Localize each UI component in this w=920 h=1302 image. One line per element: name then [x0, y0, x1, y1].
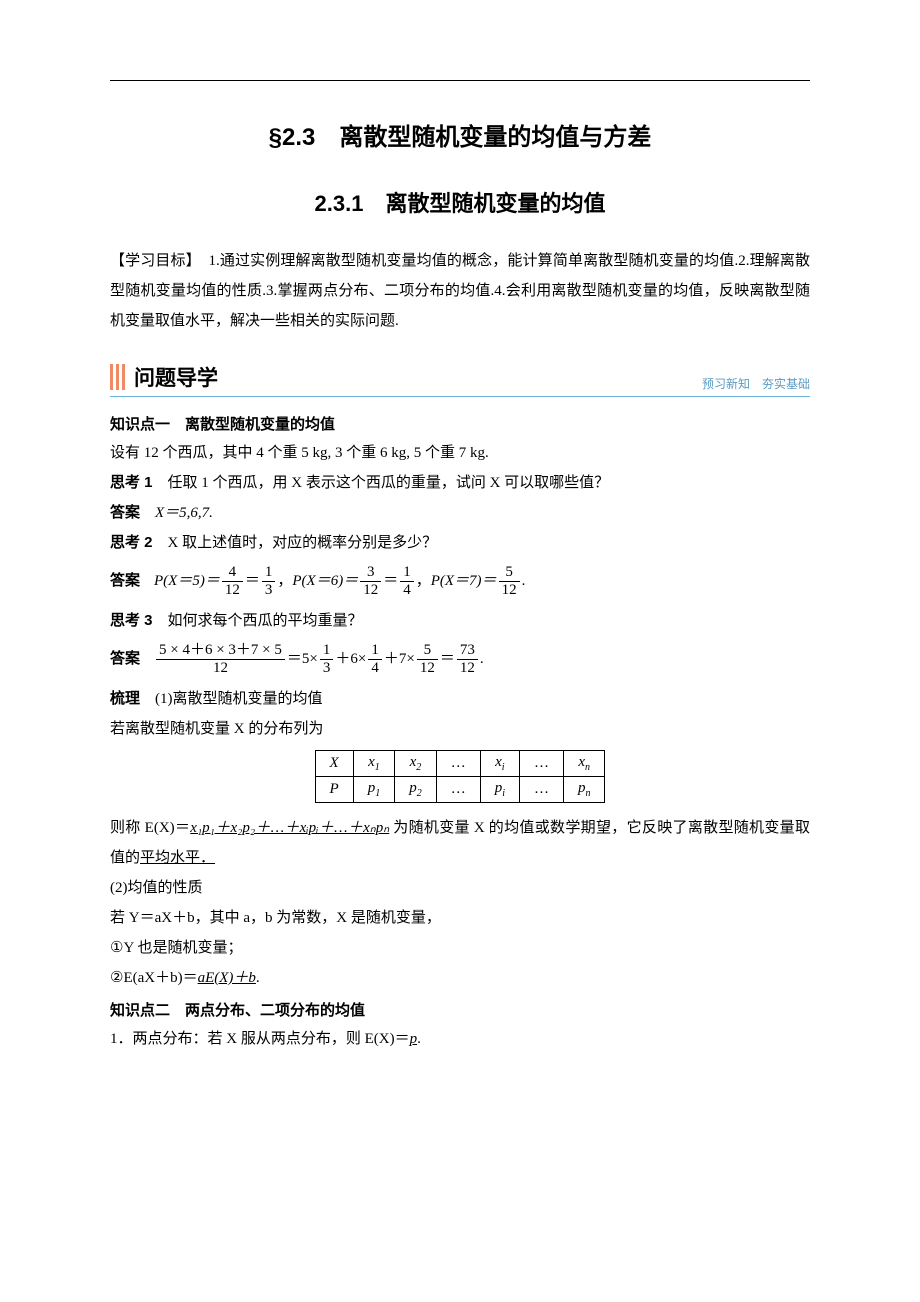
kp2-line1: 1．两点分布：若 X 服从两点分布，则 E(X)＝p. [110, 1024, 810, 1054]
ex-def-post2: 平均水平． [140, 850, 215, 866]
eq2: ＝ [383, 569, 398, 593]
think1-label: 思考 1 [110, 474, 153, 491]
ex-def-formula: x₁p₁＋x₂p₂＋…＋xᵢpᵢ＋…＋xₙpₙ [190, 820, 389, 836]
kp1-setup: 设有 12 个西瓜，其中 4 个重 5 kg, 3 个重 6 kg, 5 个重 … [110, 438, 810, 468]
eq1: ＝ [245, 569, 260, 593]
plus1: ＋6× [335, 647, 366, 671]
cell-P: P [315, 777, 353, 803]
cell-pi: pi [480, 777, 519, 803]
ans2-p7: P(X＝7)＝ [431, 569, 497, 593]
frac-p6a: 312 [360, 564, 381, 598]
table-row: P p1 p2 … pi … pn [315, 777, 605, 803]
ans3-label: 答案 [110, 647, 140, 671]
comb1-text: (1)离散型随机变量的均值 [140, 691, 323, 707]
frac-p6b: 14 [400, 564, 414, 598]
top-rule [110, 80, 810, 81]
comma2: ， [416, 569, 431, 593]
title-sub: 2.3.1 离散型随机变量的均值 [110, 186, 810, 218]
cell-dots2: … [519, 751, 563, 777]
frac-p5a: 412 [222, 564, 243, 598]
table-row: X x1 x2 … xi … xn [315, 751, 605, 777]
kp2-title: 知识点二 两点分布、二项分布的均值 [110, 999, 810, 1020]
kp2-line1-post: . [417, 1031, 421, 1047]
think1-text: 任取 1 个西瓜，用 X 表示这个西瓜的重量，试问 X 可以取哪些值？ [153, 475, 610, 491]
cell-dots1: … [436, 751, 480, 777]
period1: . [522, 569, 526, 593]
ex-definition: 则称 E(X)＝x₁p₁＋x₂p₂＋…＋xᵢpᵢ＋…＋xₙpₙ 为随机变量 X … [110, 813, 810, 873]
prop-line3-formula: aE(X)＋b [198, 970, 256, 986]
frac-big: 5 × 4＋6 × 3＋7 × 512 [156, 642, 285, 676]
distribution-table: X x1 x2 … xi … xn P p1 p2 … pi … pn [315, 750, 606, 803]
cell-x2: x2 [395, 751, 437, 777]
prop-line3-pre: ②E(aX＋b)＝ [110, 970, 198, 986]
plus2: ＋7× [384, 647, 415, 671]
think1: 思考 1 任取 1 个西瓜，用 X 表示这个西瓜的重量，试问 X 可以取哪些值？ [110, 468, 810, 498]
think2-label: 思考 2 [110, 534, 153, 551]
prop-line3: ②E(aX＋b)＝aE(X)＋b. [110, 963, 810, 993]
think3-label: 思考 3 [110, 612, 153, 629]
comb1: 梳理 (1)离散型随机变量的均值 [110, 684, 810, 714]
eq4: ＝ [440, 647, 455, 671]
kp2-line1-formula: p [410, 1031, 418, 1047]
prop-line3-post: . [256, 970, 260, 986]
frac-f1: 13 [320, 642, 334, 676]
ans1: 答案 X＝5,6,7. [110, 498, 810, 528]
section-bar: 问题导学 预习新知 夯实基础 [110, 362, 810, 397]
prop-line1: 若 Y＝aX＋b，其中 a，b 为常数，X 是随机变量， [110, 903, 810, 933]
kp2-line1-pre: 1．两点分布：若 X 服从两点分布，则 E(X)＝ [110, 1031, 410, 1047]
think3-text: 如何求每个西瓜的平均重量？ [153, 613, 363, 629]
ans1-label: 答案 [110, 504, 140, 521]
cell-xi: xi [480, 751, 519, 777]
frac-p5b: 13 [262, 564, 276, 598]
section-bar-left: 问题导学 [110, 362, 218, 396]
ex-def-pre: 则称 E(X)＝ [110, 820, 190, 836]
comma1: ， [277, 569, 292, 593]
ans2-line: 答案 P(X＝5)＝ 412 ＝ 13 ， P(X＝6)＝ 312 ＝ 14 ，… [110, 564, 810, 598]
frac-p7: 512 [499, 564, 520, 598]
ans2-p5: P(X＝5)＝ [154, 569, 220, 593]
think2-text: X 取上述值时，对应的概率分别是多少？ [153, 535, 438, 551]
prop-head: (2)均值的性质 [110, 873, 810, 903]
frac-f3: 512 [417, 642, 438, 676]
ans3-line: 答案 5 × 4＋6 × 3＋7 × 512 ＝5× 13 ＋6× 14 ＋7×… [110, 642, 810, 676]
cell-X: X [315, 751, 353, 777]
section-bar-title: 问题导学 [134, 362, 218, 392]
cell-x1: x1 [353, 751, 395, 777]
cell-dots3: … [436, 777, 480, 803]
comb1-line2: 若离散型随机变量 X 的分布列为 [110, 714, 810, 744]
period2: . [480, 647, 484, 671]
learning-objective: 【学习目标】 1.通过实例理解离散型随机变量均值的概念，能计算简单离散型随机变量… [110, 246, 810, 336]
stripes-icon [110, 364, 126, 390]
section-bar-right: 预习新知 夯实基础 [702, 375, 810, 396]
ans1-text: X＝5,6,7. [140, 505, 213, 521]
title-main: §2.3 离散型随机变量的均值与方差 [110, 117, 810, 152]
ans2-label: 答案 [110, 569, 140, 593]
cell-p1: p1 [353, 777, 395, 803]
frac-res: 7312 [457, 642, 478, 676]
eq3: ＝5× [287, 647, 318, 671]
cell-dots4: … [519, 777, 563, 803]
ans2-p6: P(X＝6)＝ [292, 569, 358, 593]
comb-label: 梳理 [110, 690, 140, 707]
cell-xn: xn [563, 751, 605, 777]
cell-pn: pn [563, 777, 605, 803]
frac-f2: 14 [368, 642, 382, 676]
think3: 思考 3 如何求每个西瓜的平均重量？ [110, 606, 810, 636]
think2: 思考 2 X 取上述值时，对应的概率分别是多少？ [110, 528, 810, 558]
cell-p2: p2 [395, 777, 437, 803]
kp1-title: 知识点一 离散型随机变量的均值 [110, 413, 810, 434]
prop-line2: ①Y 也是随机变量； [110, 933, 810, 963]
